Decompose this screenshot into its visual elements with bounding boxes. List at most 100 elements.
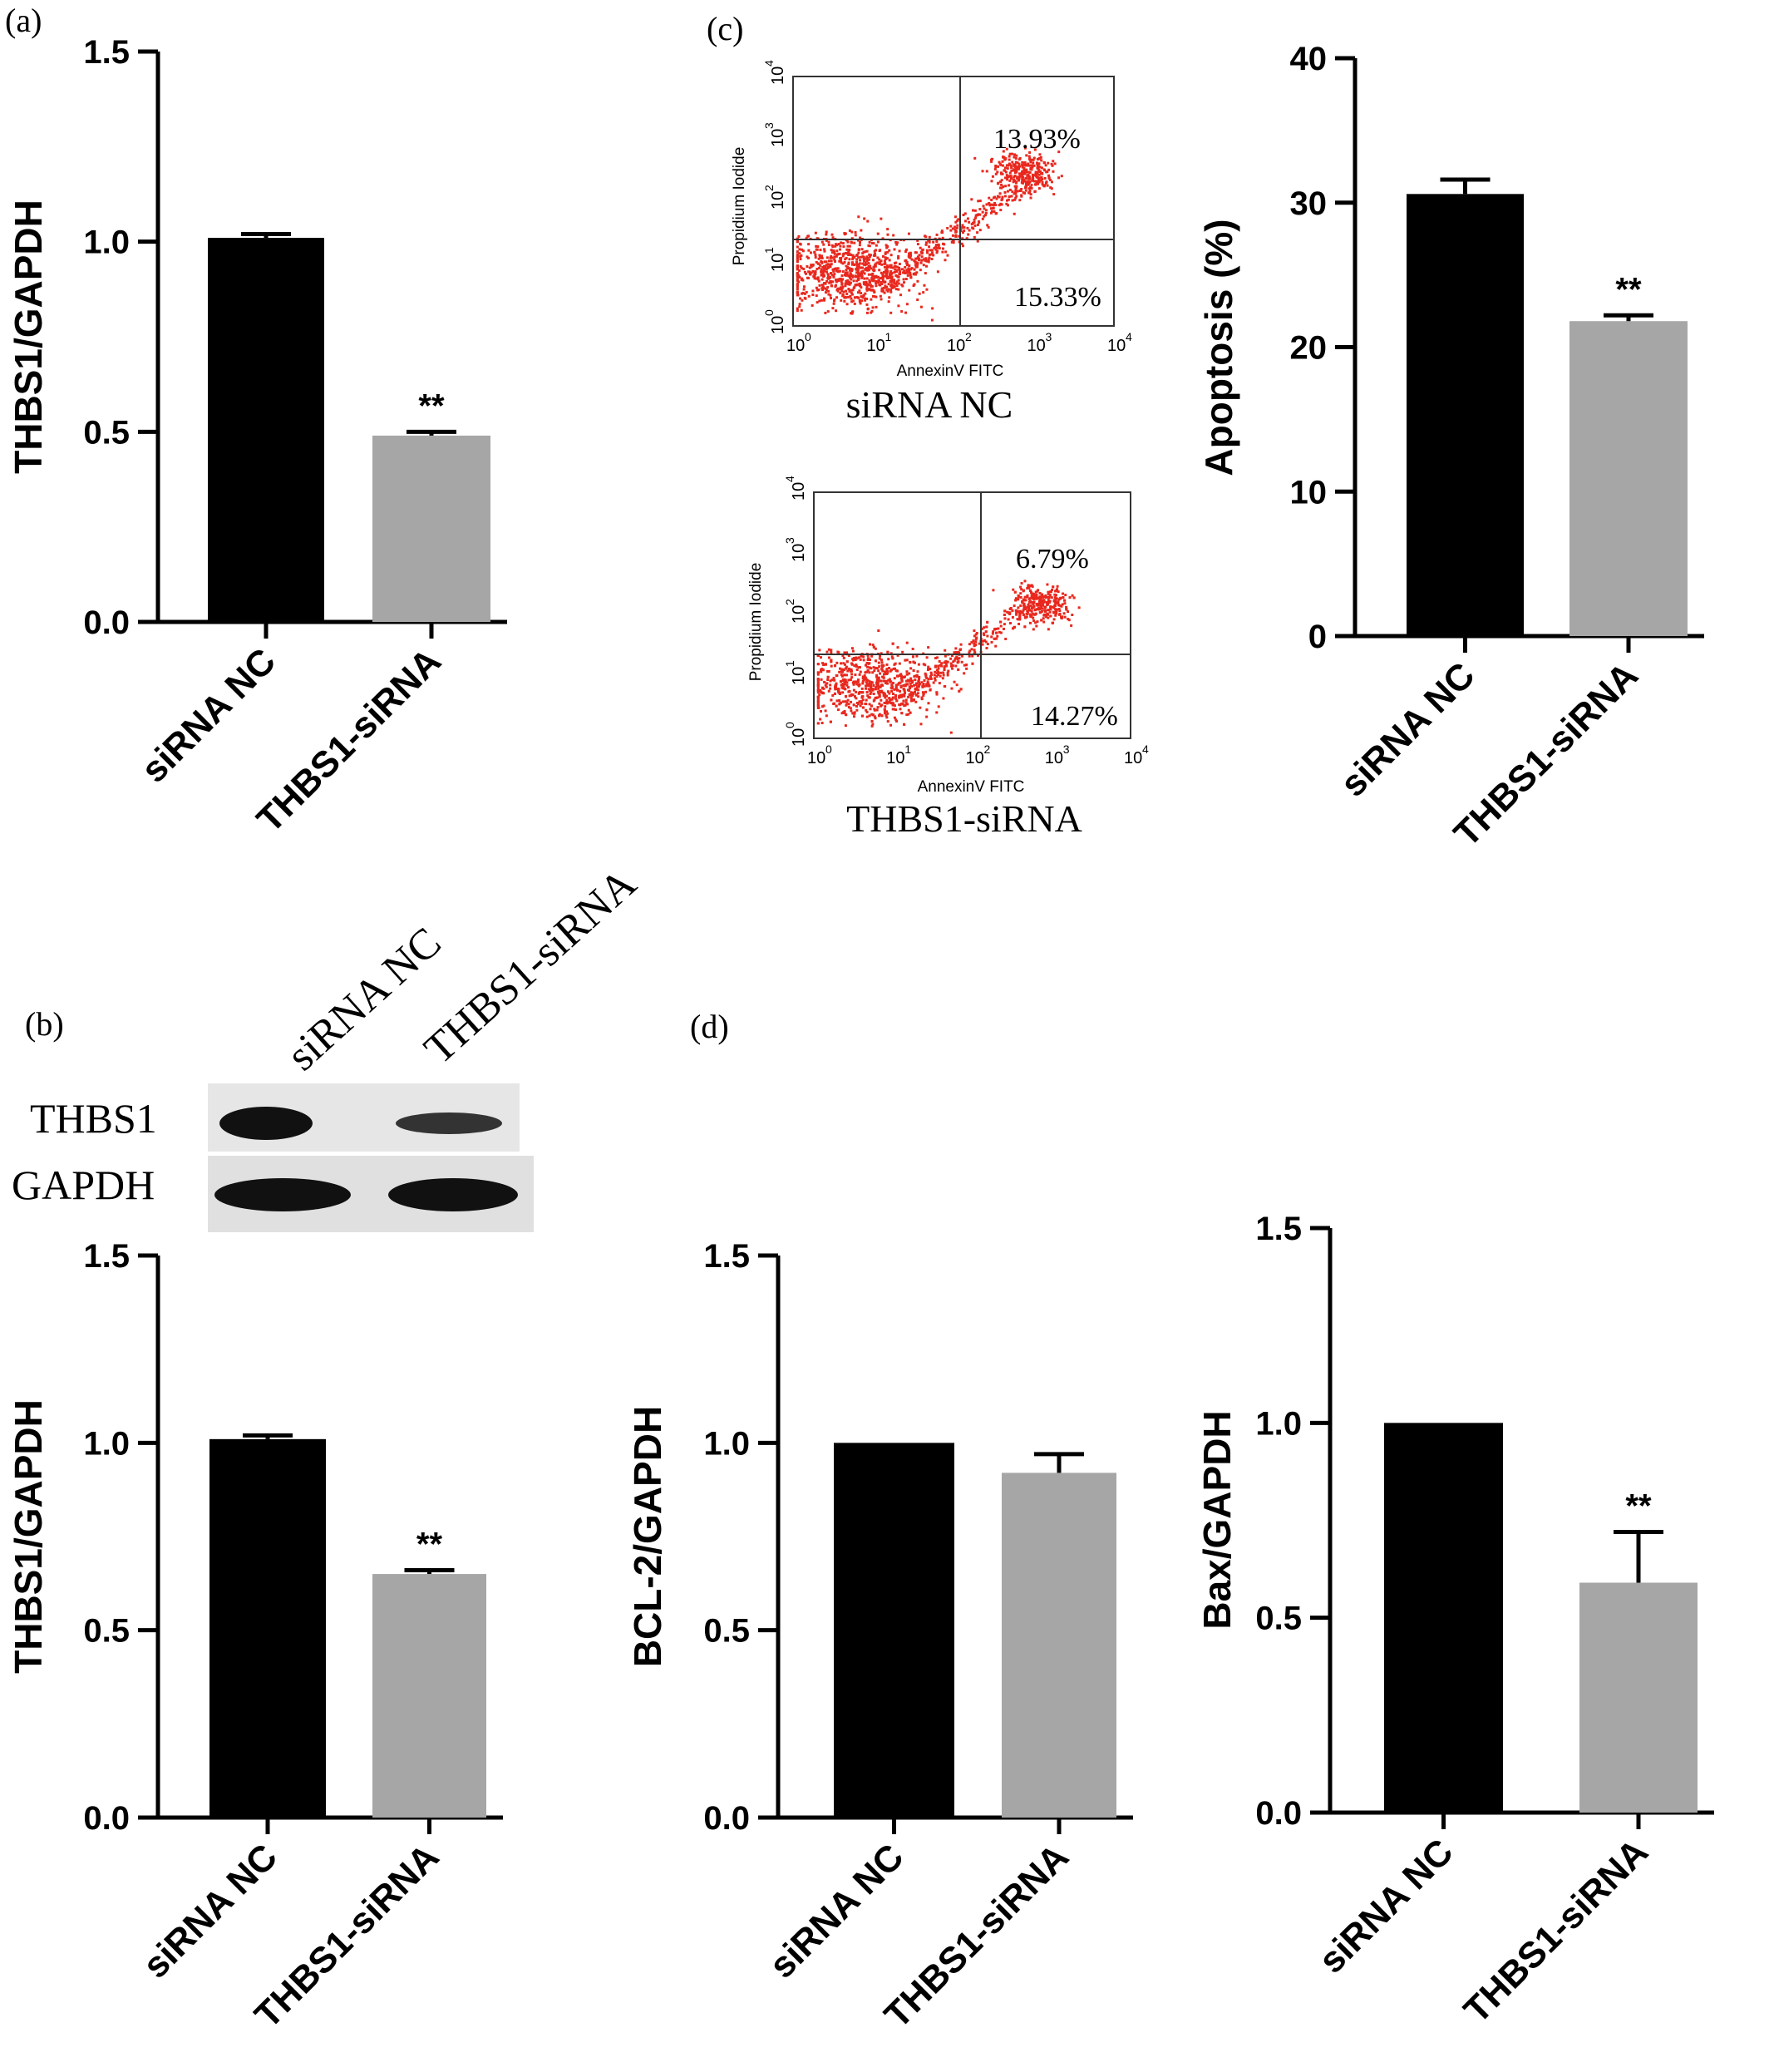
flow-y-tick-label: 10 [790,482,808,501]
flow-dot [1029,166,1032,170]
flow-dot [904,265,907,269]
flow-dot [796,288,799,291]
flow-dot [938,659,941,663]
flow-dot [1042,604,1045,607]
flow-dot [878,283,881,286]
flow-dot [914,687,917,690]
flow-dot [863,259,866,263]
flow-dot [939,671,943,674]
flow-dot [823,249,826,253]
flow-dot [817,288,820,291]
flow-dot [937,664,940,668]
flow-dot [880,704,883,708]
flow-dot [876,679,880,683]
flow-dot [850,297,853,300]
flow-dot [818,649,821,652]
flow-dot [872,279,875,283]
flow-dot [859,236,862,239]
flow-dot [1034,183,1037,186]
flow-dot [993,627,997,630]
flow-dot [1037,169,1041,172]
flow-dot [866,694,870,698]
flow-dot [905,303,909,306]
flow-dot [876,677,880,680]
flow-dot [843,679,846,683]
flow-dot [1064,594,1067,597]
flow-dot [860,695,864,698]
flow-dot [1035,602,1038,605]
y-tick-label: 40 [1290,41,1328,77]
flow-dot [1056,585,1059,588]
flow-dot [880,289,884,293]
flow-dot [1054,614,1057,617]
flow-dot [865,708,868,712]
flow-dot [931,307,934,310]
flow-dot [1027,175,1031,179]
flow-dot [1028,621,1032,624]
flow-dot [888,259,891,262]
flow-dot [832,677,835,680]
flow-dot [925,656,929,659]
flow-dot [845,713,848,717]
flow-dot [860,229,863,232]
flow-dot [904,691,907,694]
flow-dot [991,175,994,178]
flow-dot [864,257,867,260]
flow-dot [933,247,936,250]
flow-dot [904,659,907,662]
flow-dot [850,278,853,281]
flow-dot [889,264,893,267]
flow-dot [998,160,1001,164]
flow-dot [963,220,967,223]
flow-dot [1038,599,1042,603]
flow-dot [1022,167,1026,170]
flow-dot [1014,599,1018,602]
flow-x-tick-label: 10 [1107,337,1126,355]
flow-dot [927,646,930,649]
flow-dot [1042,599,1046,602]
flow-dot [900,678,904,681]
flow-x-tick-exp: 3 [1063,742,1070,756]
flow-dot [1031,158,1034,161]
flow-dot [940,662,944,665]
flow-dot [984,640,988,644]
flow-dot [860,286,863,289]
bar-sirna-nc [208,238,324,622]
flow-dot [835,289,839,292]
flow-dot [848,694,851,698]
flow-dot [845,264,848,268]
flow-dot [806,255,809,259]
flow-dot [813,250,816,254]
flow-dot [993,195,997,199]
flow-dot [851,712,855,715]
flow-dot [1010,195,1013,198]
y-tick-label: 0.0 [83,1800,130,1837]
flow-dot [1055,608,1058,611]
flow-dot [866,256,870,259]
flow-dot [925,708,929,712]
flow-dot [925,264,929,268]
flow-dot [816,301,819,304]
flow-dot [870,289,874,292]
flow-dot [869,693,872,696]
flow-dot [865,255,869,259]
flow-dot [868,288,871,291]
flow-dot [1031,612,1034,615]
flow-dot [878,654,881,658]
flow-dot [801,291,805,294]
flow-dot [796,255,799,259]
flow-dot [865,266,869,269]
flow-dot [876,275,880,279]
flow-dot [862,706,865,709]
flow-dot [1021,165,1024,169]
flow-dot [905,670,909,673]
flow-dot [1018,165,1021,168]
flow-dot [855,665,858,668]
flow-dot [975,636,978,639]
flow-dot [829,683,832,687]
flow-dot [827,648,830,651]
flow-dot [1040,605,1043,609]
flow-dot [1015,185,1018,188]
flow-dot [884,696,887,699]
flow-dot [1043,606,1047,609]
